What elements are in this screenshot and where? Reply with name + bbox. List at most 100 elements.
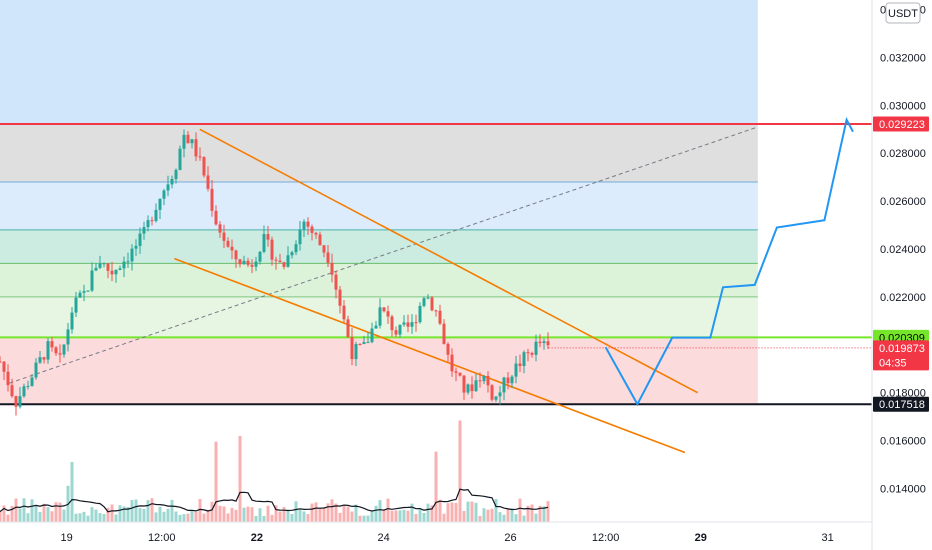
time-tick-label: 12:00 [148, 532, 176, 544]
candle-body [146, 220, 150, 228]
volume-bar [106, 507, 110, 522]
candle-body [74, 297, 78, 313]
volume-bar [514, 514, 518, 522]
volume-bar [98, 513, 102, 522]
candle-body [122, 261, 126, 269]
volume-bar [298, 509, 302, 522]
candle-body [102, 263, 106, 265]
volume-bar [34, 505, 38, 522]
price-tick-label: 0.018000 [880, 388, 926, 400]
candle-body [442, 323, 446, 344]
volume-bar [438, 499, 442, 522]
candle-body [130, 248, 134, 262]
candle-body [310, 226, 314, 233]
volume-bar [434, 451, 438, 522]
volume-moving-average [0, 488, 549, 513]
volume-bar [238, 435, 242, 522]
volume-bar [414, 513, 418, 522]
volume-bar [290, 513, 294, 522]
price-axis[interactable]: 0.0340000.0320000.0300000.0280000.026000… [880, 5, 926, 496]
candle-body [238, 259, 242, 265]
candle-body [546, 341, 550, 346]
candle-body [474, 380, 478, 392]
volume-bar [350, 511, 354, 522]
candle-body [150, 220, 154, 222]
volume-bar [374, 505, 378, 522]
candle-body [502, 377, 506, 393]
candle-body [522, 352, 526, 367]
volume-bar [50, 511, 54, 522]
candle-body [454, 371, 458, 373]
volume-bar [86, 515, 90, 522]
candle-body [174, 169, 178, 179]
candle-body [378, 307, 382, 326]
volume-bar [126, 507, 130, 522]
volume-bar [102, 514, 106, 522]
volume-bar [546, 501, 550, 522]
candle-body [278, 260, 282, 263]
volume-bar [38, 511, 42, 522]
price-badge-label: 0.029223 [879, 119, 925, 131]
candle-body [114, 269, 118, 275]
candle-body [254, 261, 258, 267]
candle-body [270, 239, 274, 260]
volume-bar [258, 508, 262, 522]
volume-bar [26, 513, 30, 522]
volume-bar [14, 498, 18, 522]
volume-bar [174, 511, 178, 522]
candle-body [90, 270, 94, 291]
volume-bar [154, 512, 158, 522]
fib-zone [0, 263, 758, 297]
candle-body [186, 134, 190, 144]
volume-bar [490, 508, 494, 522]
volume-bar [254, 515, 258, 522]
volume-bar [386, 498, 390, 522]
dashed-trend-line [9, 126, 759, 384]
candle-body [322, 245, 326, 253]
candle-body [250, 264, 254, 267]
volume-bar [530, 504, 534, 522]
volume-bar [206, 509, 210, 522]
candle-body [338, 289, 342, 306]
time-tick-label: 24 [378, 532, 390, 544]
volume-bar [478, 515, 482, 522]
candle-body [458, 372, 462, 376]
price-tick-label: 0.026000 [880, 196, 926, 208]
candle-body [290, 252, 294, 256]
volume-bar [466, 501, 470, 522]
volume-bar [122, 506, 126, 522]
candle-body [358, 344, 362, 346]
candlesticks [0, 129, 550, 416]
volume-bar [542, 506, 546, 522]
volume-bar [186, 513, 190, 522]
candle-body [242, 260, 246, 265]
candle-body [414, 322, 418, 324]
candle-body [98, 263, 102, 268]
volume-bar [534, 513, 538, 522]
volume-bar [410, 503, 414, 522]
candle-body [158, 198, 162, 210]
volume-bar [90, 507, 94, 522]
volume-bar [54, 502, 58, 522]
candle-body [26, 385, 30, 387]
currency-selector[interactable]: USDT [885, 2, 921, 24]
candle-body [498, 392, 502, 397]
candle-body [342, 305, 346, 320]
time-axis[interactable]: 19 12:00 22 24 26 12:00 29 31 [0, 521, 872, 544]
volume-bar [314, 502, 318, 522]
volume-bar [182, 514, 186, 522]
volume-bar [138, 508, 142, 522]
candle-body [326, 252, 330, 263]
candle-body [430, 297, 434, 311]
candle-body [166, 184, 170, 191]
volume-bar [170, 499, 174, 522]
candle-body [514, 363, 518, 377]
candle-body [534, 341, 538, 355]
candle-body [134, 245, 138, 249]
volume-bar [334, 503, 338, 522]
volume-bar [250, 507, 254, 522]
candle-body [382, 307, 386, 312]
volume-bar [210, 501, 214, 522]
candle-body [486, 376, 490, 386]
